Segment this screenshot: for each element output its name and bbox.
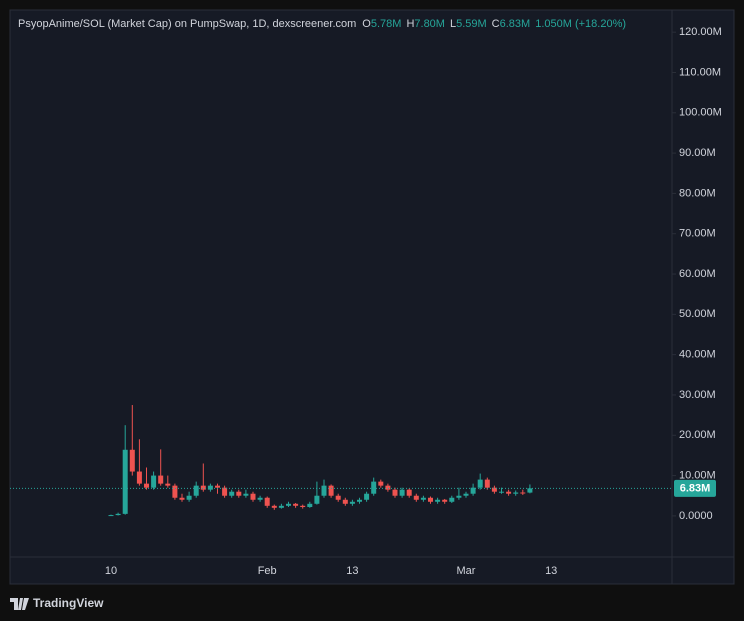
candle-body <box>342 499 348 504</box>
chart-title: PsyopAnime/SOL (Market Cap) on PumpSwap,… <box>18 18 356 30</box>
candle-body <box>186 495 192 500</box>
legend-key: O <box>362 18 371 30</box>
candle-body <box>151 475 157 488</box>
legend-value: 1.050M (+18.20%) <box>535 18 626 30</box>
candle-body <box>307 503 313 508</box>
y-tick-label: 30.00M <box>679 389 716 401</box>
y-tick-label: 50.00M <box>679 308 716 320</box>
y-tick-label: 120.00M <box>679 26 722 38</box>
candle-body <box>215 485 220 488</box>
candle-body <box>378 481 384 486</box>
candle-body <box>527 488 533 493</box>
candle-body <box>364 493 370 500</box>
candle-body <box>371 481 377 494</box>
y-tick-label: 110.00M <box>679 66 721 78</box>
candle-body <box>484 479 490 488</box>
candle-body <box>122 449 128 514</box>
candle-body <box>293 503 299 506</box>
candle-body <box>222 487 228 496</box>
y-tick-label: 80.00M <box>679 187 716 199</box>
candle-body <box>115 513 121 516</box>
branding: TradingView <box>33 596 104 610</box>
candle-body <box>385 485 391 490</box>
legend: PsyopAnime/SOL (Market Cap) on PumpSwap,… <box>18 18 626 30</box>
legend-value: 6.83M <box>500 18 531 30</box>
y-tick-label: 0.0000 <box>679 510 713 522</box>
candle-body <box>392 489 398 496</box>
candle-body <box>158 475 164 484</box>
legend-value: 5.59M <box>456 18 487 30</box>
x-tick-label: 13 <box>346 565 358 577</box>
candle-body <box>236 491 242 496</box>
candle-body <box>286 503 291 506</box>
candle-body <box>129 449 135 472</box>
candle-body <box>229 491 235 496</box>
candle-body <box>144 483 149 488</box>
candle-body <box>250 493 256 500</box>
candle-body <box>314 495 320 504</box>
candle-body <box>257 497 263 500</box>
x-tick-label: Mar <box>457 565 476 577</box>
logo <box>10 598 29 610</box>
candle-body <box>243 493 249 496</box>
candle-body <box>357 499 362 502</box>
candle-body <box>449 497 455 502</box>
candle-body <box>165 483 171 486</box>
candle-body <box>506 491 512 494</box>
candle-body <box>456 495 462 498</box>
legend-value: 7.80M <box>414 18 445 30</box>
candle-body <box>399 489 405 496</box>
candle-body <box>200 485 206 490</box>
candle-body <box>278 505 284 508</box>
candle-body <box>321 485 327 496</box>
candle-body <box>442 499 448 502</box>
candle-body <box>463 493 469 496</box>
candle-body <box>271 505 277 508</box>
candle-body <box>300 505 306 508</box>
last-price-label: 6.83M <box>680 482 711 494</box>
candle-body <box>513 492 519 494</box>
y-tick-label: 60.00M <box>679 268 716 280</box>
candle-body <box>264 497 270 506</box>
candle-body <box>491 487 497 492</box>
y-tick-label: 40.00M <box>679 349 716 361</box>
candle-body <box>179 497 185 500</box>
candle-body <box>470 487 476 494</box>
candle-body <box>207 485 213 490</box>
candle-body <box>520 492 526 494</box>
candle-body <box>108 515 114 517</box>
legend-key: H <box>406 18 414 30</box>
candle-body <box>499 491 504 493</box>
legend-key: C <box>492 18 500 30</box>
candle-body <box>477 479 483 488</box>
y-tick-label: 10.00M <box>679 469 716 481</box>
chart-frame <box>9 9 735 585</box>
candle-body <box>172 485 178 498</box>
x-tick-label: Feb <box>258 565 277 577</box>
candle-body <box>413 495 419 500</box>
candle-body <box>328 485 334 496</box>
candle-body <box>428 497 433 502</box>
candle-body <box>435 499 441 502</box>
candle-body <box>193 485 199 496</box>
candle-body <box>349 501 355 504</box>
y-tick-label: 90.00M <box>679 147 716 159</box>
candle-body <box>420 497 426 500</box>
candle-body <box>136 471 142 484</box>
legend-key: L <box>450 18 456 30</box>
y-tick-label: 70.00M <box>679 228 716 240</box>
header: PsyopAnime/SOL (Market Cap) on PumpSwap,… <box>18 18 626 30</box>
x-tick-label: 13 <box>545 565 557 577</box>
legend-value: 5.78M <box>371 18 402 30</box>
y-tick-label: 20.00M <box>679 429 716 441</box>
y-tick-label: 100.00M <box>679 107 722 119</box>
last-price-tag <box>674 479 716 497</box>
x-tick-label: 10 <box>105 565 117 577</box>
candle-body <box>335 495 341 500</box>
candle-body <box>406 489 412 496</box>
